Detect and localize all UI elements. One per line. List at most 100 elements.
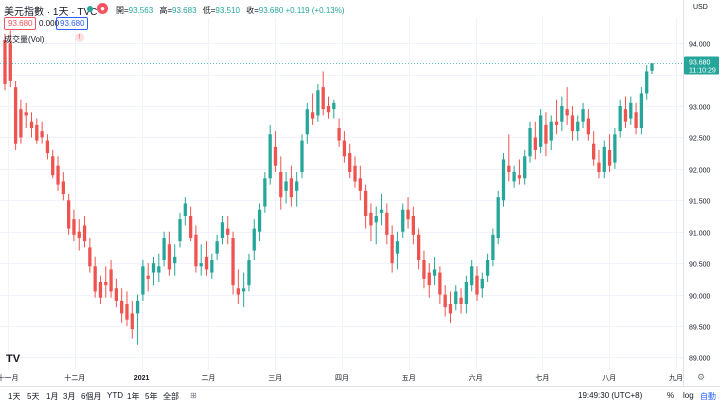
candle-body <box>581 109 585 122</box>
candle-body <box>411 216 415 235</box>
range-3m[interactable]: 3月 <box>63 392 76 401</box>
candle-body <box>326 106 331 113</box>
y-tick-label: 92.000 <box>689 168 711 175</box>
candle-body <box>289 178 294 198</box>
candle-body <box>470 266 474 286</box>
candle-body <box>183 203 187 216</box>
candle-body <box>109 269 113 292</box>
candle-body <box>125 304 129 320</box>
candle-body <box>538 115 543 147</box>
y-tick-label: 91.500 <box>689 199 711 206</box>
candle-body <box>576 121 580 132</box>
candle-body <box>188 216 193 238</box>
candle-body <box>634 112 638 128</box>
countdown-timer: 11:10:29 <box>689 68 716 75</box>
candle-body <box>279 172 283 198</box>
log-toggle[interactable]: log <box>683 391 694 400</box>
range-all[interactable]: 全部 <box>163 392 179 401</box>
candle-body <box>432 269 437 276</box>
close-label: 收= <box>246 6 259 15</box>
candle-body <box>66 200 71 229</box>
candle-body <box>464 282 469 304</box>
last-price-tag <box>684 56 719 75</box>
x-tick-label: 六月 <box>469 373 483 382</box>
range-1m[interactable]: 1月 <box>46 392 59 401</box>
candle-body <box>459 297 463 304</box>
y-tick-label: 91.000 <box>689 231 711 238</box>
candle-body <box>337 128 341 141</box>
candle-body <box>242 288 246 292</box>
candle-body <box>369 212 373 226</box>
price-chart[interactable]: 94.000 93.000 92.500 92.000 91.500 91.000 90.5… <box>0 0 720 386</box>
candle-body <box>427 272 431 286</box>
candle-body <box>512 172 516 182</box>
x-tick-label: 2021 <box>134 375 150 382</box>
candle-body <box>417 234 421 260</box>
x-tick-label: 十二月 <box>64 373 85 382</box>
candle-body <box>363 190 368 216</box>
candle-body <box>570 115 575 132</box>
volume-indicator-label[interactable]: 成交量(Vol) <box>4 35 45 44</box>
candle-body <box>342 140 347 157</box>
range-ytd[interactable]: YTD <box>107 391 123 400</box>
candle-body <box>607 150 612 166</box>
candle-body <box>491 234 495 260</box>
ask-price-box[interactable]: 93.680 <box>56 17 89 30</box>
candle-body <box>597 162 601 172</box>
candle-body <box>448 304 453 314</box>
candle-body <box>592 143 596 160</box>
candle-body <box>284 181 288 191</box>
range-1d[interactable]: 1天 <box>8 392 21 401</box>
candle-body <box>98 282 103 298</box>
candle-body <box>507 165 511 172</box>
settings-gear-icon[interactable]: ⚙ <box>697 373 705 383</box>
candle-body <box>178 219 182 242</box>
time-axis[interactable]: 十一月 十二月 2021 二月 三月 四月 五月 六月 七月 八月 九月 ⚙ <box>0 373 705 383</box>
candle-body <box>321 87 325 110</box>
high-value: 93.683 <box>172 6 197 15</box>
candle-body <box>13 87 18 144</box>
range-5d[interactable]: 5天 <box>27 392 40 401</box>
candle-body <box>263 178 267 207</box>
candle-body <box>295 181 299 191</box>
candle-body <box>236 288 240 295</box>
candle-body <box>379 209 384 213</box>
candle-body <box>162 238 166 260</box>
candle-body <box>438 272 442 295</box>
candle-body <box>353 165 357 182</box>
y-tick-label: 92.500 <box>689 136 711 143</box>
tradingview-logo-icon[interactable]: TV <box>6 353 21 365</box>
warning-icon[interactable]: ! <box>75 33 84 42</box>
candle-body <box>501 159 506 201</box>
candle-body <box>29 121 34 128</box>
x-tick-label: 四月 <box>335 374 349 382</box>
candle-body <box>268 134 272 179</box>
candle-body <box>374 216 378 223</box>
currency-label[interactable]: USD <box>693 4 708 11</box>
symbol-title[interactable]: 美元指數 · 1天 · TVC <box>4 7 98 18</box>
range-6m[interactable]: 6個月 <box>81 392 102 401</box>
range-1y[interactable]: 1年 <box>127 392 140 401</box>
clock[interactable]: 19:49:30 (UTC+8) <box>578 391 643 400</box>
calendar-icon[interactable]: ⊞ <box>190 391 197 400</box>
candle-body <box>554 121 559 125</box>
candle-body <box>210 260 214 273</box>
candle-body <box>480 278 484 289</box>
candle-body <box>204 256 209 270</box>
percent-toggle[interactable]: % <box>667 391 675 400</box>
range-5y[interactable]: 5年 <box>145 392 158 401</box>
open-value: 93.563 <box>128 6 154 15</box>
candle-body <box>8 43 12 81</box>
bid-price-box[interactable]: 93.680 <box>4 17 37 30</box>
x-tick-label: 八月 <box>602 374 616 382</box>
auto-scale-toggle[interactable]: 自動 <box>700 392 716 401</box>
candle-body <box>247 260 251 286</box>
alert-icon[interactable]: ● <box>97 3 108 14</box>
chart-grid <box>0 18 683 370</box>
candle-body <box>231 238 235 286</box>
candle-body <box>56 165 60 185</box>
candle-body <box>602 146 606 172</box>
candle-body <box>35 124 39 141</box>
candle-body <box>613 134 617 163</box>
